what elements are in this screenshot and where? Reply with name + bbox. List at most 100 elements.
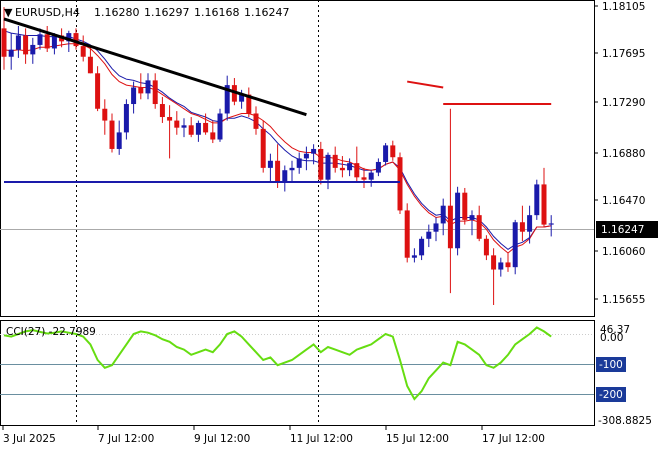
time-tick: 11 Jul 12:00 <box>290 433 353 445</box>
candle <box>37 28 43 50</box>
candle-body <box>411 255 417 258</box>
candle <box>433 217 439 242</box>
candle <box>8 33 14 70</box>
candle <box>476 205 482 242</box>
candle <box>152 73 158 109</box>
candle-body <box>483 238 489 256</box>
price-tick: 1.15655 <box>602 294 645 306</box>
candle <box>527 205 533 244</box>
time-tick: 3 Jul 2025 <box>3 433 56 445</box>
candle-body <box>102 108 108 121</box>
candle <box>462 187 468 225</box>
current-price-badge <box>596 221 658 238</box>
candle-body <box>325 154 331 180</box>
candle-body <box>87 56 93 74</box>
candle-body <box>152 80 158 105</box>
candle-body <box>368 172 374 180</box>
ohlc-low: 1.16168 <box>194 6 240 19</box>
candle-body <box>217 113 223 140</box>
candle <box>383 143 389 166</box>
candle-body <box>469 215 475 220</box>
price-tick: 1.16880 <box>602 148 645 160</box>
trendline <box>3 17 307 117</box>
cci-level-minus100-label: -100 <box>599 359 623 371</box>
price-tick: 1.16060 <box>602 246 645 258</box>
candle-body <box>174 120 180 128</box>
cci-badge-minus200 <box>596 387 626 402</box>
candle-body <box>95 73 101 109</box>
candle <box>390 140 396 161</box>
candle <box>203 113 209 135</box>
candle <box>303 146 309 171</box>
candle <box>23 28 29 64</box>
candle-body <box>383 145 389 162</box>
candle <box>246 87 252 118</box>
candle-body <box>397 157 403 211</box>
candle-body <box>462 192 468 220</box>
candle <box>426 224 432 248</box>
candle-body <box>188 125 194 135</box>
time-tick: 7 Jul 12:00 <box>98 433 154 445</box>
candle-body <box>447 205 453 249</box>
candle <box>174 111 180 135</box>
candle <box>534 179 540 220</box>
candle-body <box>109 120 115 149</box>
candle-body <box>138 87 144 94</box>
candle <box>145 73 151 100</box>
candle <box>116 120 122 155</box>
candle <box>505 252 511 272</box>
candle-body <box>440 205 446 224</box>
candle-body <box>505 262 511 268</box>
candle-body <box>548 223 554 225</box>
candle <box>404 203 410 263</box>
cci-level-min: -308.8825 <box>598 415 652 427</box>
candle <box>419 236 425 261</box>
candle-body <box>131 87 137 105</box>
candle <box>347 158 353 177</box>
candle <box>512 219 518 275</box>
candle-body <box>181 125 187 128</box>
candle-body <box>512 222 518 268</box>
candle <box>289 160 295 183</box>
candle <box>253 106 259 135</box>
candle <box>311 144 317 165</box>
candle-body <box>239 94 245 102</box>
candle <box>375 158 381 177</box>
candle <box>181 118 187 138</box>
candle-body <box>73 33 79 47</box>
candle-body <box>15 35 21 50</box>
candle-body <box>51 35 57 49</box>
candle <box>519 205 525 242</box>
candle <box>267 153 273 183</box>
ohlc-close: 1.16247 <box>244 6 290 19</box>
candle-body <box>23 35 29 55</box>
candle-body <box>195 122 201 135</box>
candle <box>498 257 504 277</box>
resistance-level <box>407 80 444 89</box>
candle-body <box>354 163 360 178</box>
time-tick: 9 Jul 12:00 <box>194 433 250 445</box>
candle-body <box>519 222 525 232</box>
candle-body <box>311 148 317 154</box>
candle-body <box>347 163 353 171</box>
candle <box>159 96 165 123</box>
candle-body <box>339 167 345 171</box>
candle-body <box>296 158 302 168</box>
candle <box>30 37 36 64</box>
candle-body <box>289 167 295 171</box>
candle <box>260 120 266 173</box>
candle-body <box>455 192 461 249</box>
candle-body <box>116 132 122 149</box>
price-tick: 1.16470 <box>602 195 645 207</box>
candle <box>195 120 201 142</box>
candle-body <box>433 223 439 232</box>
day-separators <box>76 0 319 425</box>
candle <box>109 113 115 153</box>
candle-body <box>275 160 281 183</box>
time-axis: 3 Jul 2025 7 Jul 12:00 9 Jul 12:00 11 Ju… <box>2 426 545 445</box>
candle <box>275 144 281 188</box>
candle <box>483 235 489 261</box>
candle-body <box>203 122 209 133</box>
candle <box>217 108 223 142</box>
